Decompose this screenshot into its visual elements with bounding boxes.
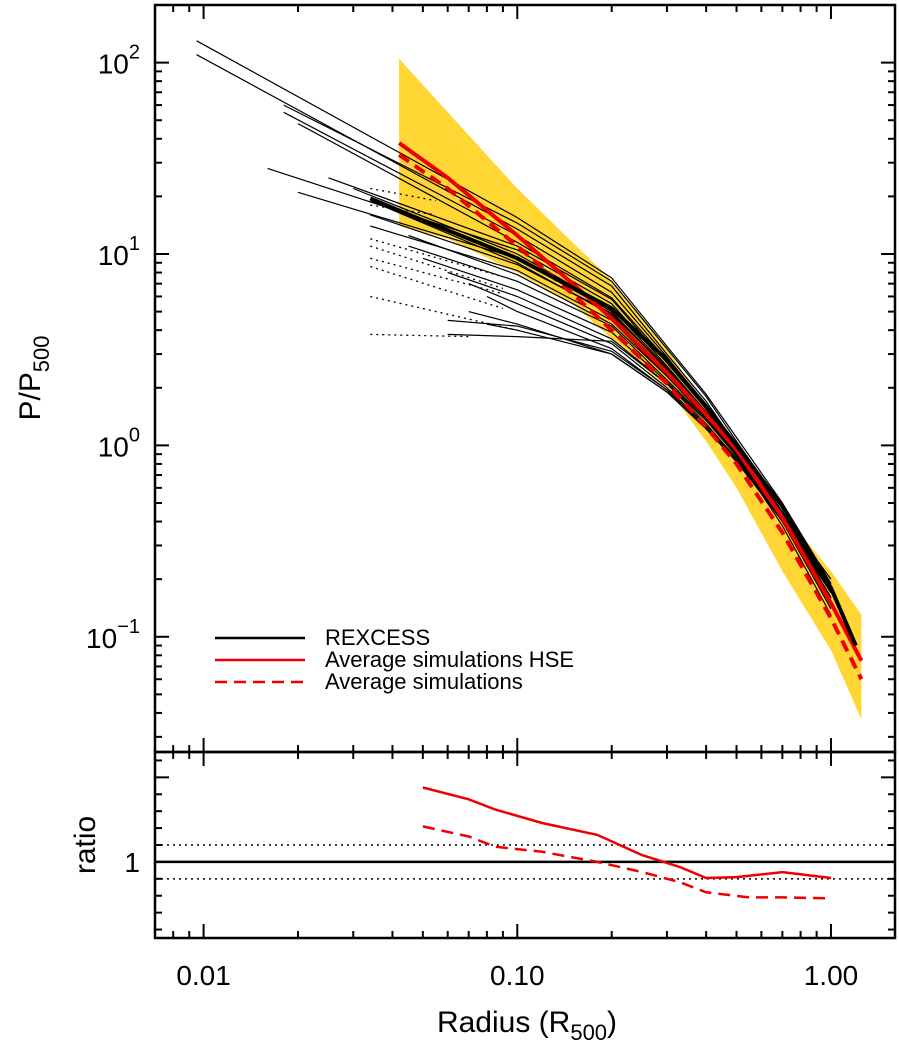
series-line <box>369 196 858 647</box>
x-tick-label: 0.10 <box>490 960 545 991</box>
rexcess-profile-line <box>283 111 832 599</box>
ratio-axis-title: ratio <box>69 816 102 874</box>
model-band-area <box>399 58 862 720</box>
x-tick-label: 1.00 <box>804 960 859 991</box>
y-axis-title: P/P500 <box>14 335 54 420</box>
mean-profiles <box>369 141 864 681</box>
legend-label: REXCESS <box>325 625 430 650</box>
rexcess-profile-line <box>447 333 832 584</box>
ratio-line <box>422 825 832 900</box>
rexcess-profile-line <box>328 177 832 594</box>
x-axis-title: Radius (R500) <box>437 1006 617 1045</box>
ratio-panel: 1 0.01 0.10 1.00 ratio Radius (R500) <box>69 750 897 1045</box>
main-frame <box>153 3 897 754</box>
model-band <box>399 58 862 720</box>
y-tick-label: 101 <box>98 233 140 271</box>
rexcess-profile-line <box>283 104 832 589</box>
rexcess-profile-line <box>353 187 832 599</box>
rexcess-dotted-segment <box>370 333 469 338</box>
legend-label: Average simulations HSE <box>325 647 574 672</box>
rexcess-dotted-segment <box>370 295 518 331</box>
y-tick-label: 1 <box>124 847 140 878</box>
rexcess-dotted-segment <box>370 265 504 310</box>
x-axis: 0.01 0.10 1.00 <box>154 752 859 991</box>
rexcess-dotted-segment <box>370 238 504 278</box>
rexcess-dotted-segment <box>370 204 436 216</box>
rexcess-dotted-segment <box>370 257 504 295</box>
ratio-curves <box>422 786 832 900</box>
rexcess-profile-line <box>447 319 832 599</box>
y-tick-label: 100 <box>98 424 140 462</box>
series-line <box>397 141 864 662</box>
rexcess-dotted-segment <box>370 187 436 202</box>
x-tick-label: 0.01 <box>176 960 231 991</box>
main-y-axis: 102 101 100 10−1 <box>86 4 895 738</box>
rexcess-profile-line <box>196 40 832 584</box>
main-x-ticks <box>154 5 832 752</box>
ratio-line <box>422 786 832 880</box>
ratio-frame <box>153 750 897 940</box>
legend-label: Average simulations <box>325 669 523 694</box>
ratio-reference-lines <box>155 844 895 880</box>
series-line <box>397 153 864 681</box>
y-tick-label: 10−1 <box>86 616 140 654</box>
y-tick-label: 102 <box>98 42 140 80</box>
rexcess-profiles <box>196 40 832 616</box>
